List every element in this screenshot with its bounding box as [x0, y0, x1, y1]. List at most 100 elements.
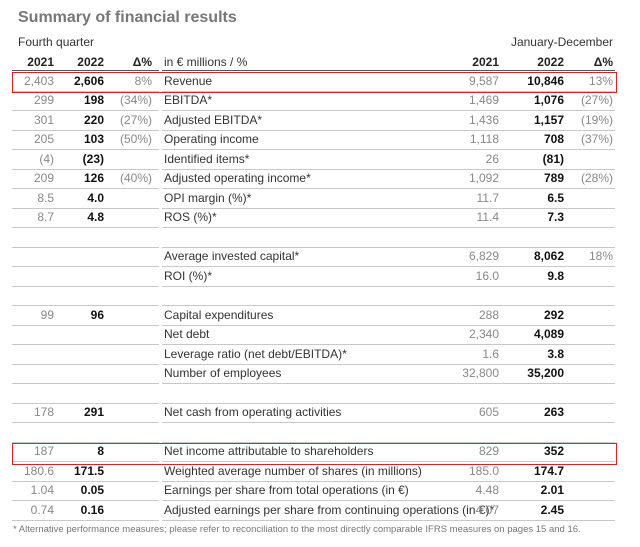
cell-q-2022: 0.05: [80, 483, 104, 497]
cell-q-2021: 99: [40, 308, 54, 322]
table-row: 299 198 (34%) EBITDA* 1,469 1,076 (27%): [0, 91, 640, 111]
row-divider-left: [12, 499, 159, 501]
row-divider-left: [12, 343, 159, 345]
row-divider-right: [162, 519, 615, 521]
cell-q-delta: (50%): [119, 132, 152, 146]
header-divider-right: [162, 70, 615, 71]
table-header: 2021 2022 Δ% in € millions / % 2021 2022…: [0, 55, 640, 71]
cell-y-2021: 32,800: [462, 366, 499, 380]
row-divider-right: [162, 265, 615, 267]
cell-q-2022: (23): [82, 152, 104, 166]
cell-y-2021: 9,587: [468, 74, 499, 88]
row-divider-left: [12, 519, 159, 521]
cell-y-delta: (27%): [580, 93, 613, 107]
row-divider-left: [12, 363, 159, 365]
row-label: Adjusted operating income*: [164, 171, 311, 185]
table-row: [0, 286, 640, 306]
row-divider-right: [162, 460, 615, 462]
row-divider-left: [12, 246, 159, 248]
cell-y-2022: 10,846: [527, 74, 564, 88]
cell-y-delta: 18%: [588, 249, 613, 263]
cell-y-2022: 1,157: [533, 113, 564, 127]
row-label: Operating income: [164, 132, 259, 146]
row-divider-right: [162, 285, 615, 287]
cell-q-2022: 0.16: [80, 503, 104, 517]
cell-y-2021: 1.6: [482, 347, 499, 361]
row-label: Adjusted earnings per share from continu…: [164, 503, 495, 517]
table-row: 187 8 Net income attributable to sharehold…: [0, 442, 640, 462]
cell-y-2022: 2.01: [540, 483, 564, 497]
row-label: Net income attributable to shareholders: [164, 444, 374, 458]
period-january-december: January-December: [510, 35, 613, 49]
table-row: ROI (%)* 16.0 9.8: [0, 267, 640, 287]
cell-q-delta: (40%): [119, 171, 152, 185]
table-row: Average invested capital* 6,829 8,062 18%: [0, 247, 640, 267]
cell-q-2022: 126: [83, 171, 104, 185]
cell-y-2022: 263: [543, 405, 564, 419]
row-divider-right: [162, 109, 615, 111]
cell-q-2021: 205: [33, 132, 54, 146]
row-divider-left: [12, 207, 159, 209]
cell-q-2021: 301: [33, 113, 54, 127]
highlight-net-income-row: [12, 443, 617, 465]
row-label: Adjusted EBITDA*: [164, 113, 263, 127]
row-divider-right: [162, 90, 615, 92]
row-label: Net cash from operating activities: [164, 405, 342, 419]
table-row: 8.7 4.8 ROS (%)* 11.4 7.3: [0, 208, 640, 228]
cell-q-2022: 291: [83, 405, 104, 419]
row-divider-right: [162, 402, 615, 404]
row-divider-left: [12, 109, 159, 111]
cell-y-delta: (19%): [580, 113, 613, 127]
row-label: Leverage ratio (net debt/EBITDA)*: [164, 347, 347, 361]
cell-q-2022: 103: [83, 132, 104, 146]
cell-y-2021: 1,469: [468, 93, 499, 107]
table-row: 209 126 (40%) Adjusted operating income* 1,0…: [0, 169, 640, 189]
row-label: Net debt: [164, 327, 210, 341]
cell-q-2021: 8.7: [37, 210, 54, 224]
cell-y-delta: (37%): [580, 132, 613, 146]
cell-y-2022: 789: [543, 171, 564, 185]
cell-q-2021: 178: [33, 405, 54, 419]
cell-y-2022: 4,089: [533, 327, 564, 341]
row-divider-left: [12, 168, 159, 170]
cell-y-2022: 35,200: [527, 366, 564, 380]
cell-y-2022: 708: [543, 132, 564, 146]
cell-y-2021: 1,436: [468, 113, 499, 127]
row-divider-left: [12, 265, 159, 267]
row-label: Average invested capital*: [164, 249, 300, 263]
row-divider-left: [12, 304, 159, 306]
cell-q-2021: 299: [33, 93, 54, 107]
cell-y-2022: 174.7: [533, 464, 564, 478]
row-divider-left: [12, 441, 159, 443]
cell-y-2021: 1,118: [469, 132, 499, 146]
row-divider-left: [12, 480, 159, 482]
table-row: Net debt 2,340 4,089: [0, 325, 640, 345]
row-divider-left: [12, 421, 159, 423]
highlight-revenue-row: [12, 72, 617, 93]
row-label: Capital expenditures: [164, 308, 274, 322]
cell-q-2021: 8.5: [37, 191, 54, 205]
row-divider-right: [162, 148, 615, 150]
row-label: Identified items*: [164, 152, 250, 166]
table-row: Leverage ratio (net debt/EBITDA)* 1.6 3.8: [0, 345, 640, 365]
cell-y-2022: 6.5: [547, 191, 564, 205]
row-divider-left: [12, 129, 159, 131]
header-divider-left: [12, 70, 159, 71]
cell-q-2021: 2,403: [23, 74, 54, 88]
table-row: Number of employees 32,800 35,200: [0, 364, 640, 384]
cell-q-2022: 2,606: [73, 74, 104, 88]
row-divider-left: [12, 187, 159, 189]
cell-y-2022: 352: [543, 444, 564, 458]
row-label: Number of employees: [164, 366, 282, 380]
row-divider-right: [162, 187, 615, 189]
cell-y-2021: 11.7: [476, 191, 499, 205]
table-row: [0, 423, 640, 443]
table-row: 301 220 (27%) Adjusted EBITDA* 1,436 1,157 (19…: [0, 111, 640, 131]
cell-y-2022: 292: [543, 308, 564, 322]
row-divider-right: [162, 168, 615, 170]
table-row: 2,403 2,606 8% Revenue 9,587 10,846 13%: [0, 72, 640, 92]
table-row: [0, 384, 640, 404]
row-divider-left: [12, 382, 159, 384]
row-divider-right: [162, 246, 615, 248]
cell-q-delta: 8%: [134, 74, 152, 88]
